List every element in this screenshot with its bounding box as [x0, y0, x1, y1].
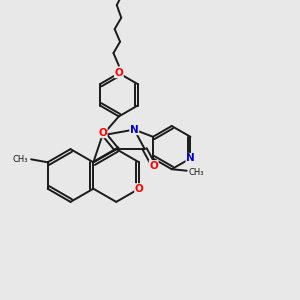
Text: N: N [130, 124, 139, 135]
Text: O: O [98, 128, 107, 138]
Text: O: O [149, 160, 158, 171]
Text: O: O [115, 68, 123, 78]
Text: O: O [135, 184, 143, 194]
Text: N: N [186, 153, 195, 164]
Text: CH₃: CH₃ [188, 168, 204, 177]
Text: CH₃: CH₃ [12, 155, 28, 164]
